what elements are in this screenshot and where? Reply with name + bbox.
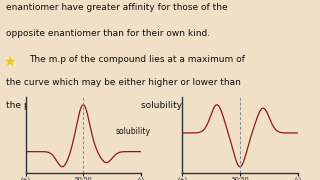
Text: enantiomer have greater affinity for those of the: enantiomer have greater affinity for tho… — [6, 3, 228, 12]
Text: The m.p of the compound lies at a maximum of: The m.p of the compound lies at a maximu… — [29, 55, 245, 64]
Text: the curve which may be either higher or lower than: the curve which may be either higher or … — [6, 78, 241, 87]
Text: solubility: solubility — [115, 127, 150, 136]
Text: ★: ★ — [3, 55, 16, 69]
Text: opposite enantiomer than for their own kind.: opposite enantiomer than for their own k… — [6, 29, 211, 38]
Text: the pure enantiomers and its solubility is vice versa.: the pure enantiomers and its solubility … — [6, 101, 245, 110]
